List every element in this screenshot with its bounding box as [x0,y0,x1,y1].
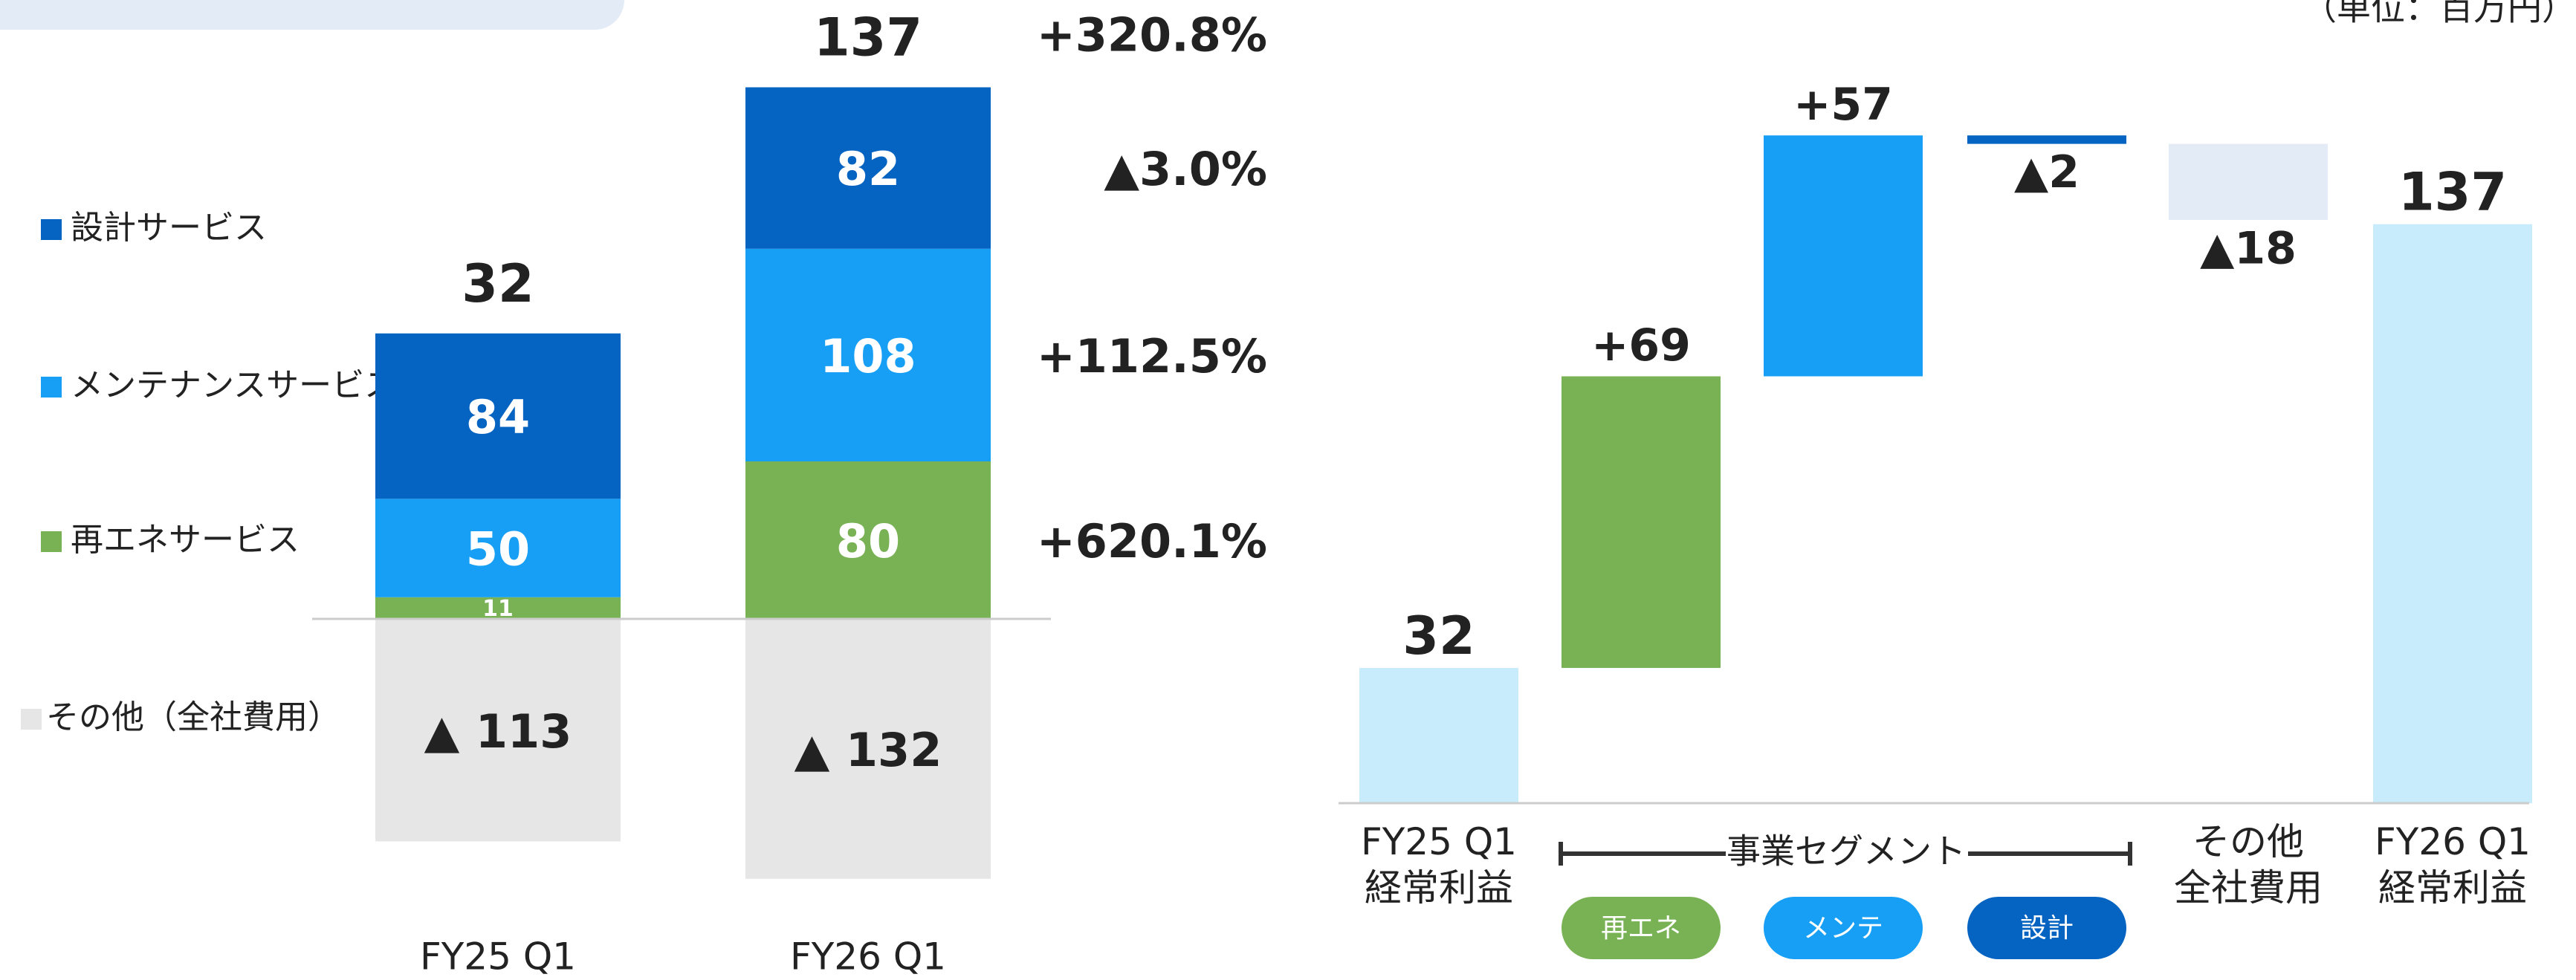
data-label: ▲18 [2200,223,2297,275]
data-label: 137 [2398,162,2507,223]
change-label: +112.5% [1037,329,1267,383]
legend-swatch [21,709,42,730]
x-tick-label: FY25 Q1 [420,935,576,979]
bar-segment [375,619,621,842]
legend-label: 再エネサービス [71,521,300,559]
segment-pill [1764,897,1923,959]
bar [2373,224,2532,803]
data-label: 82 [836,142,900,196]
bar [1562,376,1721,668]
bar-segment [375,333,621,499]
data-label: 50 [466,522,530,577]
bar-segment [745,461,991,619]
data-label: 80 [836,514,900,568]
bar [1967,135,2126,144]
change-label: +320.8% [1037,8,1267,62]
legend-swatch [41,377,62,397]
data-label: ▲ 113 [424,704,572,759]
bar [1764,135,1923,377]
x-tick-label: FY26 Q1 経常利益 [2375,820,2531,909]
data-label: 84 [466,390,530,444]
legend-swatch [41,219,62,240]
bar [1359,667,1518,803]
x-tick-label: FY26 Q1 [790,935,946,979]
x-tick-label: メンテ [1803,913,1883,944]
x-tick-label: 再エネ [1601,913,1681,944]
data-label: 108 [820,329,916,383]
legend-label: 設計サービス [71,209,267,247]
data-label: ▲ 132 [795,723,942,777]
legend-swatch [41,531,62,552]
x-tick-label: その他 全社費用 [2174,820,2323,909]
legend-label: メンテナンスサービス [71,366,397,404]
bar-segment [375,597,621,619]
title-pill [0,0,624,30]
data-label: +69 [1591,319,1691,371]
x-tick-label: FY25 Q1 経常利益 [1361,820,1517,909]
legend-label: その他（全社費用） [46,698,340,736]
x-tick-label: 設計 [2020,913,2074,944]
total-label: 32 [462,253,534,314]
change-label: +620.1% [1037,514,1267,568]
unit-label: （単位：百万円） [2302,0,2576,28]
segment-pill [1562,897,1721,959]
data-label: 32 [1402,606,1475,666]
change-label: ▲3.0% [1104,142,1267,196]
data-label: +57 [1793,79,1893,131]
bar-segment [745,248,991,461]
segment-pill [1967,897,2126,959]
bar-segment [375,499,621,597]
data-label: 11 [482,596,514,622]
bar-segment [745,87,991,249]
group-label: 事業セグメント [1726,831,1966,872]
bar-segment [745,619,991,879]
bar [2169,143,2328,221]
total-label: 137 [814,7,922,68]
data-label: ▲2 [2014,146,2080,198]
